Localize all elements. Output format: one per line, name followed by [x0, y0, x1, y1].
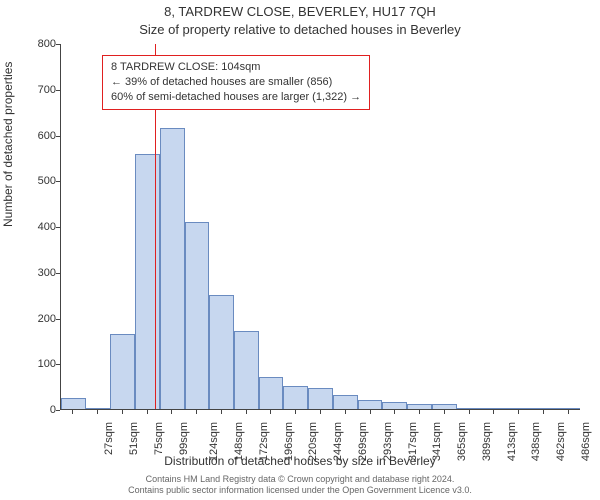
page-title-address: 8, TARDREW CLOSE, BEVERLEY, HU17 7QH [0, 4, 600, 19]
x-tick-mark [320, 410, 321, 414]
x-tick-mark [419, 410, 420, 414]
histogram-bar [407, 404, 432, 409]
histogram-bar [333, 395, 358, 409]
x-tick-label: 51sqm [128, 422, 140, 455]
x-axis-label: Distribution of detached houses by size … [0, 454, 600, 468]
histogram-bar [160, 128, 185, 409]
y-axis-label: Number of detached properties [1, 62, 15, 227]
x-tick-mark [97, 410, 98, 414]
histogram-bar [555, 408, 580, 409]
y-tick-label: 100 [16, 358, 56, 370]
x-tick-mark [72, 410, 73, 414]
histogram-bar [481, 408, 506, 409]
histogram-bar [531, 408, 556, 409]
histogram-bar [135, 154, 160, 410]
histogram-bar [259, 377, 284, 409]
x-tick-mark [122, 410, 123, 414]
x-tick-mark [221, 410, 222, 414]
y-tick-mark [56, 44, 60, 45]
x-tick-mark [147, 410, 148, 414]
chart-title: Size of property relative to detached ho… [0, 22, 600, 37]
y-tick-mark [56, 410, 60, 411]
footer-attribution: Contains HM Land Registry data © Crown c… [0, 474, 600, 497]
histogram-bar [432, 404, 457, 409]
y-tick-label: 700 [16, 84, 56, 96]
x-tick-mark [196, 410, 197, 414]
footer-line-2: Contains public sector information licen… [0, 485, 600, 496]
x-tick-mark [270, 410, 271, 414]
x-tick-mark [469, 410, 470, 414]
histogram-bar [457, 408, 482, 409]
x-tick-mark [246, 410, 247, 414]
x-tick-label: 75sqm [153, 422, 165, 455]
y-tick-label: 800 [16, 38, 56, 50]
x-tick-mark [493, 410, 494, 414]
y-tick-label: 600 [16, 130, 56, 142]
y-tick-label: 300 [16, 267, 56, 279]
y-tick-label: 0 [16, 404, 56, 416]
x-tick-label: 27sqm [103, 422, 115, 455]
y-tick-label: 500 [16, 175, 56, 187]
footer-line-1: Contains HM Land Registry data © Crown c… [0, 474, 600, 485]
histogram-bar [308, 388, 333, 409]
histogram-bar [506, 408, 531, 409]
y-tick-label: 200 [16, 313, 56, 325]
histogram-bar [61, 398, 86, 409]
histogram-bar [110, 334, 135, 409]
histogram-bar [185, 222, 210, 409]
histogram-bar [209, 295, 234, 409]
histogram-bar [86, 408, 111, 409]
y-tick-mark [56, 90, 60, 91]
histogram-bar [358, 400, 383, 409]
x-tick-mark [370, 410, 371, 414]
y-tick-label: 400 [16, 221, 56, 233]
y-tick-mark [56, 319, 60, 320]
y-tick-mark [56, 136, 60, 137]
x-tick-mark [543, 410, 544, 414]
annotation-line: 8 TARDREW CLOSE: 104sqm [111, 60, 361, 75]
x-tick-mark [345, 410, 346, 414]
x-tick-mark [568, 410, 569, 414]
x-tick-mark [394, 410, 395, 414]
y-tick-mark [56, 181, 60, 182]
histogram-bar [283, 386, 308, 409]
y-tick-mark [56, 364, 60, 365]
x-tick-mark [171, 410, 172, 414]
x-tick-mark [518, 410, 519, 414]
annotation-line: 60% of semi-detached houses are larger (… [111, 90, 361, 105]
histogram-bar [234, 331, 259, 409]
y-tick-mark [56, 227, 60, 228]
x-tick-mark [444, 410, 445, 414]
y-tick-mark [56, 273, 60, 274]
x-tick-mark [295, 410, 296, 414]
histogram-bar [382, 402, 407, 409]
annotation-callout: 8 TARDREW CLOSE: 104sqm← 39% of detached… [102, 55, 370, 110]
x-tick-label: 99sqm [178, 422, 190, 455]
annotation-line: ← 39% of detached houses are smaller (85… [111, 75, 361, 90]
